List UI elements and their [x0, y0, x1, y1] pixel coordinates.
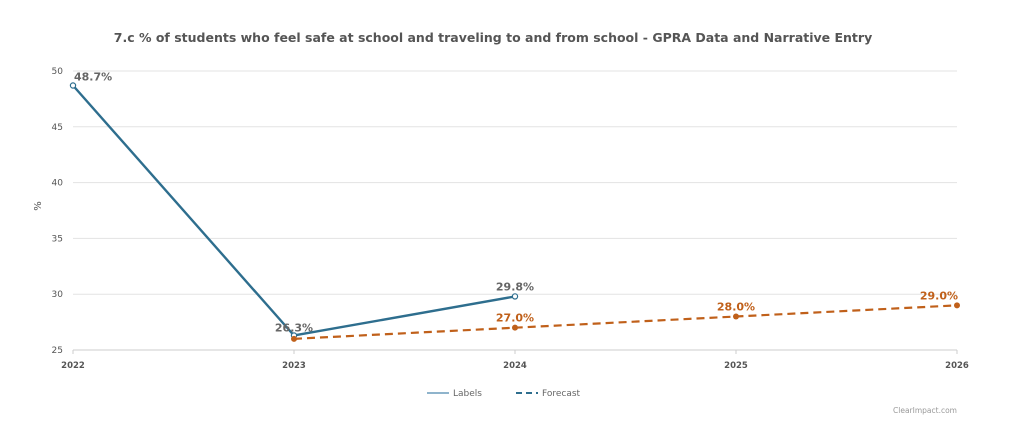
credit-text: ClearImpact.com: [893, 406, 957, 415]
axis-layer: 25 30 35 40 45 50 2022 2023 2024 2025 2026: [52, 67, 969, 371]
labels-series-line: [72, 84, 516, 337]
x-tick-label-2023: 2023: [282, 361, 306, 371]
y-tick-label-30: 30: [52, 290, 64, 300]
forecast-point-2023: [291, 335, 297, 342]
labels-point-2024: [511, 293, 519, 300]
forecast-point-2024: [512, 324, 518, 331]
labels-data-label-2023: 26.3%: [275, 321, 313, 334]
legend-label-labels: Labels: [453, 389, 482, 399]
forecast-data-label-2026: 29.0%: [920, 289, 958, 302]
legend: Labels Forecast: [427, 389, 581, 399]
x-tick-label-2026: 2026: [945, 361, 969, 371]
y-axis-label: %: [33, 201, 44, 211]
forecast-point-2026: [954, 302, 960, 309]
label-layer: 48.7% 26.3% 29.8% 27.0% 28.0% 29.0%: [74, 71, 958, 335]
labels-data-label-2022: 48.7%: [74, 71, 112, 84]
grid-layer: [73, 70, 957, 351]
chart-title: 7.c % of students who feel safe at schoo…: [114, 30, 872, 45]
y-tick-label-25: 25: [52, 346, 63, 356]
y-tick-label-40: 40: [52, 179, 64, 189]
x-tick-label-2025: 2025: [724, 361, 748, 371]
y-tick-label-35: 35: [52, 234, 63, 244]
y-tick-label-50: 50: [52, 67, 64, 77]
labels-data-label-2024: 29.8%: [496, 280, 534, 293]
x-tick-label-2024: 2024: [503, 361, 527, 371]
forecast-point-2025: [733, 313, 739, 320]
series-layer: [69, 82, 960, 342]
forecast-data-label-2024: 27.0%: [496, 312, 534, 325]
forecast-series-line: [293, 304, 958, 340]
legend-label-forecast: Forecast: [542, 389, 581, 399]
y-tick-label-45: 45: [52, 123, 63, 133]
labels-point-2022: [69, 82, 77, 89]
x-tick-label-2022: 2022: [61, 361, 85, 371]
forecast-data-label-2025: 28.0%: [717, 301, 755, 314]
